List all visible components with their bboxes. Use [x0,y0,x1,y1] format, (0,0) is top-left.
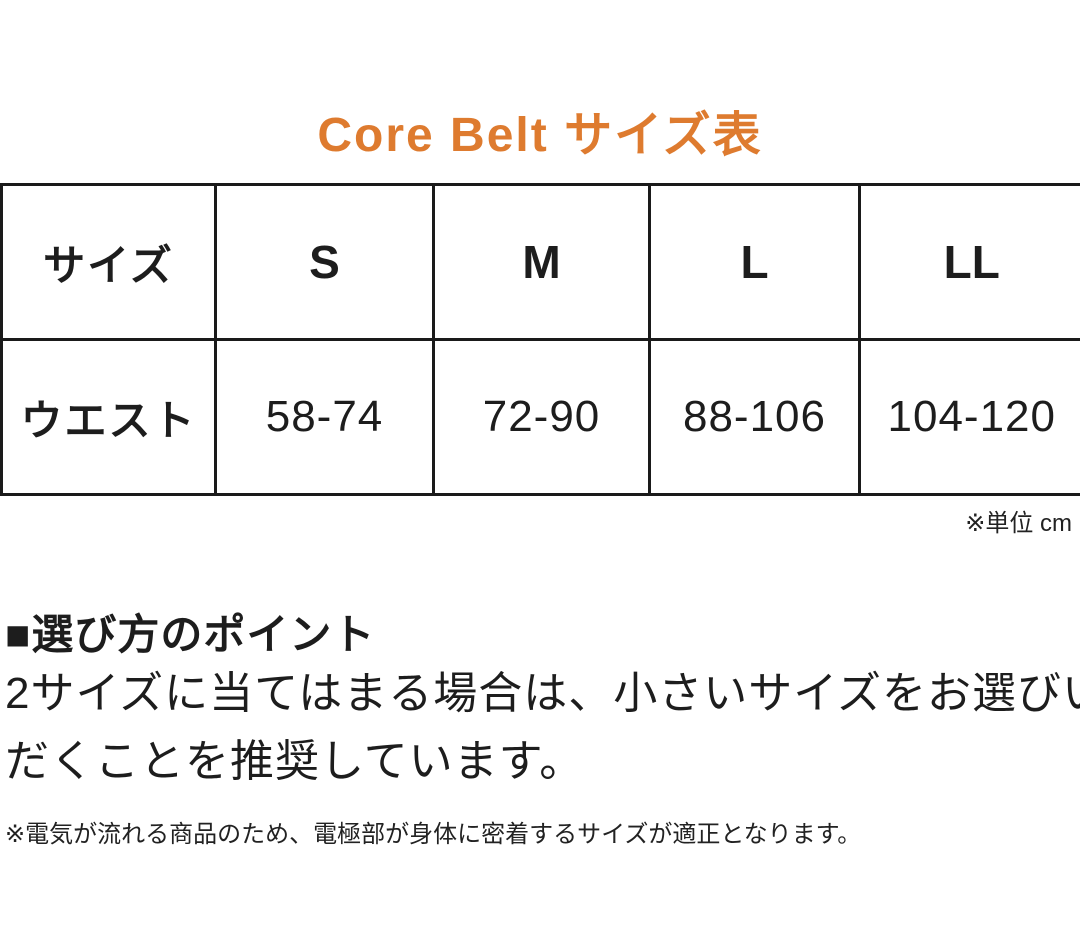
waist-cell-s: 58-74 [214,338,435,496]
waist-cell-ll: 104-120 [858,338,1080,496]
size-cell-m: M [432,183,651,341]
page-title: Core Belt サイズ表 [317,109,763,162]
waist-row-label: ウエスト [0,338,217,496]
guide-body-line-1: 2サイズに当てはまる場合は、小さいサイズをお選びいた [5,669,1080,718]
size-cell-s: S [214,183,435,341]
size-cell-l: L [648,183,861,341]
table-row-waist: ウエスト 58-74 72-90 88-106 104-120 [0,338,1080,496]
waist-cell-m: 72-90 [432,338,651,496]
size-row-label: サイズ [0,183,217,341]
size-chart-table: サイズ S M L LL ウエスト 58-74 72-90 88-106 104… [0,183,1080,496]
waist-cell-l: 88-106 [648,338,861,496]
selection-guide-body: 2サイズに当てはまる場合は、小さいサイズをお選びいた だくことを推奨しています。 [5,660,1080,796]
electrode-footnote: ※電気が流れる商品のため、電極部が身体に密着するサイズが適正となります。 [5,821,862,848]
selection-guide-heading: ■選び方のポイント [5,611,376,658]
unit-note: ※単位 cm [965,510,1072,537]
guide-body-line-2: だくことを推奨しています。 [5,737,585,786]
table-row-size: サイズ S M L LL [0,183,1080,341]
size-cell-ll: LL [858,183,1080,341]
